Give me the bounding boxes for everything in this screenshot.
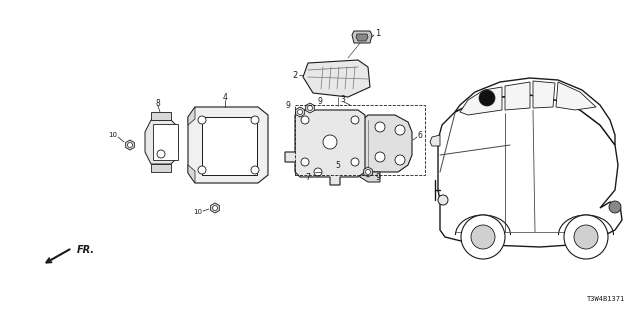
Bar xyxy=(295,105,425,175)
Circle shape xyxy=(609,201,621,213)
Text: 10: 10 xyxy=(193,209,202,215)
Polygon shape xyxy=(211,203,220,213)
Polygon shape xyxy=(306,103,314,113)
Polygon shape xyxy=(188,107,268,183)
Text: 9: 9 xyxy=(285,100,290,109)
Text: 8: 8 xyxy=(156,100,161,108)
Circle shape xyxy=(375,122,385,132)
Polygon shape xyxy=(125,140,134,150)
Circle shape xyxy=(301,116,309,124)
Circle shape xyxy=(479,90,495,106)
Bar xyxy=(153,124,178,160)
Circle shape xyxy=(314,168,322,176)
Circle shape xyxy=(351,158,359,166)
Circle shape xyxy=(212,205,218,211)
Polygon shape xyxy=(145,120,178,164)
Circle shape xyxy=(323,135,337,149)
Polygon shape xyxy=(455,78,615,145)
Text: T3W4B1371: T3W4B1371 xyxy=(587,296,625,302)
Circle shape xyxy=(307,106,312,110)
Circle shape xyxy=(471,225,495,249)
Circle shape xyxy=(157,150,165,158)
Circle shape xyxy=(375,152,385,162)
Circle shape xyxy=(395,155,405,165)
Circle shape xyxy=(564,215,608,259)
Text: 5: 5 xyxy=(335,161,340,170)
Circle shape xyxy=(251,116,259,124)
Circle shape xyxy=(438,195,448,205)
Polygon shape xyxy=(296,107,305,117)
Polygon shape xyxy=(285,110,365,185)
Polygon shape xyxy=(356,34,368,41)
Circle shape xyxy=(198,166,206,174)
Polygon shape xyxy=(303,60,370,97)
Text: 10: 10 xyxy=(108,132,117,138)
Polygon shape xyxy=(430,135,440,146)
Circle shape xyxy=(365,170,371,174)
Circle shape xyxy=(251,166,259,174)
Text: 4: 4 xyxy=(223,93,227,102)
Polygon shape xyxy=(360,172,380,182)
Circle shape xyxy=(127,142,132,148)
Text: FR.: FR. xyxy=(77,245,95,255)
Polygon shape xyxy=(360,115,412,172)
Circle shape xyxy=(395,125,405,135)
Bar xyxy=(202,117,257,175)
Polygon shape xyxy=(151,112,171,120)
Circle shape xyxy=(574,225,598,249)
Circle shape xyxy=(461,215,505,259)
Text: 6: 6 xyxy=(418,131,423,140)
Polygon shape xyxy=(505,82,530,110)
Text: 1: 1 xyxy=(375,29,380,38)
Polygon shape xyxy=(188,107,195,125)
Polygon shape xyxy=(364,167,372,177)
Circle shape xyxy=(351,116,359,124)
Text: 3: 3 xyxy=(340,95,345,105)
Text: 9: 9 xyxy=(375,172,380,181)
Circle shape xyxy=(198,116,206,124)
Circle shape xyxy=(298,109,303,115)
Text: 2: 2 xyxy=(292,70,298,79)
Polygon shape xyxy=(460,87,502,115)
Text: 7: 7 xyxy=(305,173,310,182)
Polygon shape xyxy=(151,164,171,172)
Polygon shape xyxy=(352,31,372,43)
Polygon shape xyxy=(533,81,555,108)
Polygon shape xyxy=(188,165,195,183)
Polygon shape xyxy=(556,82,596,110)
Text: 9: 9 xyxy=(317,98,322,107)
Circle shape xyxy=(301,158,309,166)
Polygon shape xyxy=(438,95,622,247)
